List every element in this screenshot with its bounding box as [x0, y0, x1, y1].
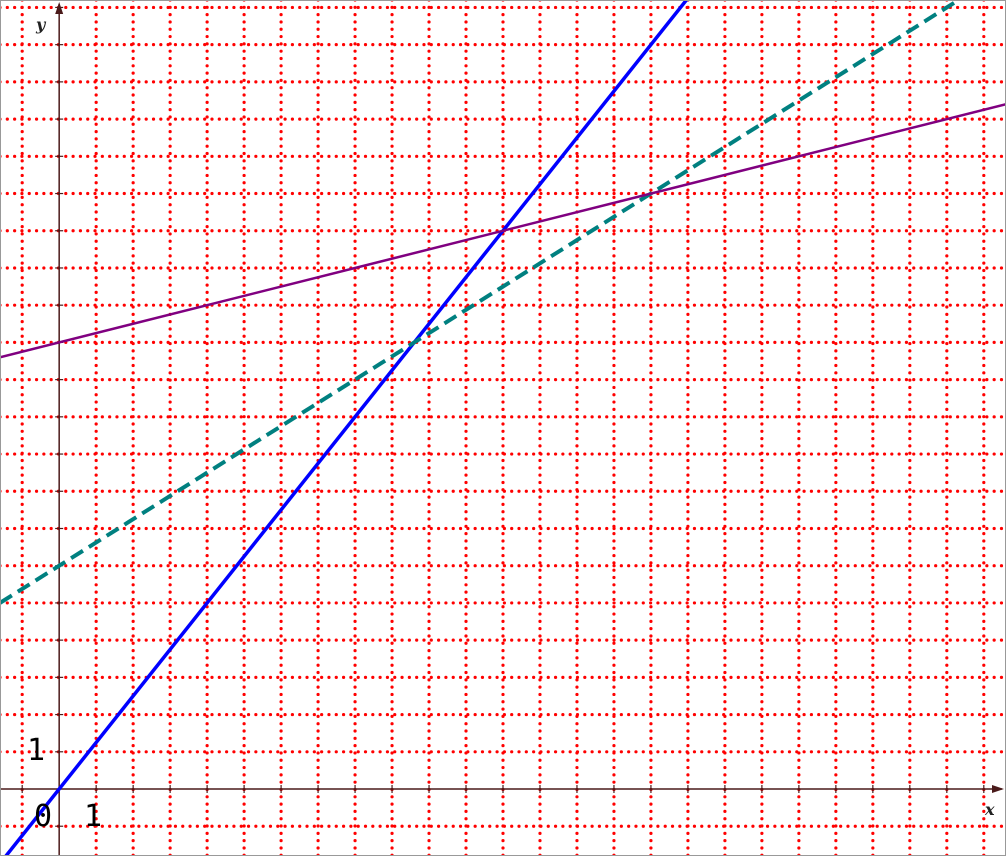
teal-dashed-line	[0, 0, 963, 605]
x-tick-label-1: 1	[84, 799, 102, 834]
x-axis-label: x	[984, 800, 995, 819]
x-axis-arrow	[992, 785, 1004, 794]
origin-label: 0	[34, 799, 52, 834]
purple-line	[0, 102, 1006, 359]
y-axis-label: y	[35, 15, 47, 34]
y-tick-label-1: 1	[27, 733, 45, 768]
